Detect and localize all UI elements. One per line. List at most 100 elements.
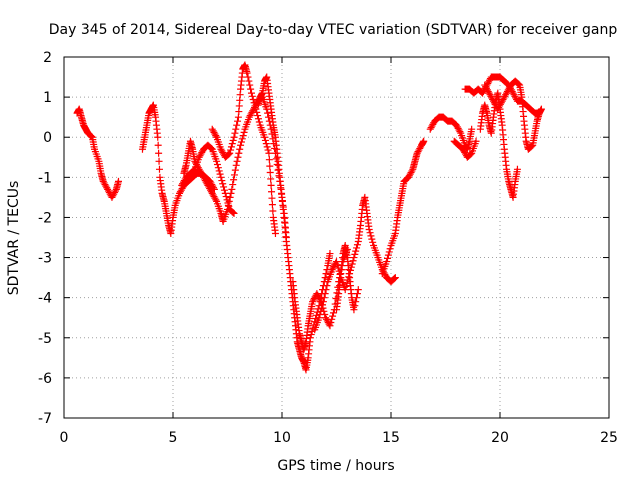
data-point	[255, 118, 263, 126]
data-point	[267, 175, 275, 183]
data-point	[353, 294, 361, 302]
data-point	[472, 137, 480, 145]
data-point	[261, 136, 269, 144]
data-point	[329, 312, 337, 320]
data-point	[307, 331, 315, 339]
data-point	[248, 92, 256, 100]
data-point	[365, 225, 373, 233]
data-point	[384, 251, 392, 259]
data-point	[216, 170, 224, 178]
data-point	[231, 129, 239, 137]
x-tick-labels: 0 5 10 15 20 25	[60, 430, 618, 446]
data-point	[326, 322, 334, 330]
x-tick-label: 5	[169, 430, 178, 446]
data-point	[353, 244, 361, 252]
chart-title: Day 345 of 2014, Sidereal Day-to-day VTE…	[49, 22, 618, 38]
data-point	[383, 258, 391, 266]
data-point	[154, 141, 162, 149]
data-point	[232, 161, 240, 169]
data-point	[351, 250, 359, 258]
data-point	[240, 128, 248, 136]
data-point	[468, 125, 476, 133]
data-point	[456, 128, 464, 136]
data-point	[263, 143, 271, 151]
y-tick-label: 2	[43, 50, 52, 66]
data-point	[214, 164, 222, 172]
data-point	[261, 133, 269, 141]
data-point	[87, 132, 95, 140]
data-point	[220, 186, 228, 194]
data-point	[232, 125, 240, 133]
data-point	[225, 150, 233, 158]
data-point	[321, 274, 329, 282]
y-tick-labels: -7 -6 -5 -4 -3 -2 -1 0 1 2	[38, 50, 52, 427]
data-point	[326, 250, 334, 258]
grid	[64, 57, 609, 418]
series-arc-10	[378, 137, 428, 278]
y-axis-label: SDTVAR / TECUs	[6, 181, 22, 296]
data-point	[386, 245, 394, 253]
data-point	[237, 138, 245, 146]
data-point	[215, 167, 223, 175]
series-arc-9	[333, 242, 362, 314]
data-point	[323, 282, 331, 290]
y-tick-label: -1	[38, 170, 52, 186]
x-tick-label: 20	[491, 430, 509, 446]
series-arc-12	[450, 137, 480, 161]
data-point	[219, 180, 227, 188]
data-point	[315, 314, 323, 322]
data-point	[235, 149, 243, 157]
data-point	[213, 157, 221, 165]
data-point	[322, 286, 330, 294]
data-point	[328, 315, 336, 323]
data-point	[224, 205, 231, 213]
data-point	[217, 173, 225, 181]
data-point	[317, 307, 325, 315]
data-point	[247, 85, 255, 93]
data-point	[222, 193, 230, 201]
data-point	[408, 167, 416, 175]
data-point	[237, 141, 245, 149]
y-tick-label: 1	[43, 90, 52, 106]
data-point	[266, 169, 274, 177]
data-point	[230, 209, 238, 217]
data-point	[247, 89, 255, 97]
data-point	[352, 298, 360, 306]
data-point	[220, 183, 228, 191]
data-point	[537, 105, 545, 113]
data-point	[228, 140, 236, 148]
y-tick-label: -7	[38, 411, 52, 427]
data-point	[269, 207, 277, 215]
data-point	[352, 247, 360, 255]
data-point	[513, 165, 521, 173]
series-arc-15	[481, 77, 543, 153]
data-point	[230, 133, 238, 141]
data-point	[111, 187, 119, 195]
series-arc-11	[426, 113, 476, 153]
data-point	[348, 260, 356, 268]
data-point	[212, 196, 220, 204]
data-point	[155, 165, 163, 173]
x-tick-label: 0	[60, 430, 69, 446]
data-point	[229, 181, 237, 189]
data-point	[249, 96, 257, 104]
data-point	[233, 157, 241, 165]
data-point	[420, 137, 428, 145]
data-point	[243, 69, 251, 77]
data-point	[329, 309, 337, 317]
series-arc-1	[73, 105, 122, 201]
data-point	[367, 232, 375, 240]
y-tick-label: -3	[38, 251, 52, 267]
data-point	[384, 254, 392, 262]
data-point	[213, 160, 221, 168]
data-point	[268, 201, 276, 209]
data-point	[239, 132, 247, 140]
data-point	[262, 140, 270, 148]
data-point	[528, 142, 536, 150]
data-point	[353, 290, 361, 298]
data-point	[231, 166, 239, 174]
data-point	[271, 229, 279, 237]
axis-ticks	[63, 56, 610, 419]
data-point	[246, 81, 254, 89]
